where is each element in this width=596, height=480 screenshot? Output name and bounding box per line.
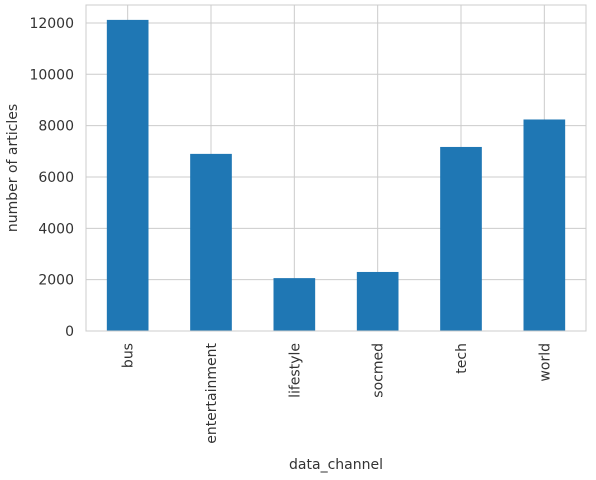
y-tick-label: 6000	[38, 170, 74, 186]
bar-world	[523, 119, 566, 331]
x-tick-label: tech	[454, 343, 470, 374]
y-tick-label: 12000	[29, 16, 74, 32]
x-tick-label: entertainment	[204, 342, 220, 443]
y-tick-labels: 0 2000 4000 6000 8000 10000 12000	[29, 16, 74, 340]
x-tick-label: lifestyle	[287, 343, 303, 398]
x-axis-label: data_channel	[289, 457, 383, 473]
y-tick-label: 0	[65, 324, 74, 340]
x-tick-label: socmed	[371, 343, 387, 398]
y-tick-label: 2000	[38, 273, 74, 289]
bar-entertainment	[190, 153, 232, 331]
plot-frame	[85, 4, 587, 332]
bars	[106, 19, 566, 332]
bar-tech	[440, 146, 482, 331]
y-tick-label: 4000	[38, 221, 74, 237]
x-tick-label: bus	[121, 343, 137, 368]
bar-socmed	[356, 271, 399, 331]
bar-lifestyle	[273, 278, 316, 331]
y-tick-label: 10000	[29, 67, 74, 83]
x-tick-label: world	[537, 343, 553, 382]
y-tick-label: 8000	[38, 119, 74, 135]
bar-bus	[106, 19, 149, 332]
y-axis-label: number of articles	[5, 104, 21, 232]
x-tick-labels: bus entertainment lifestyle socmed tech world	[121, 342, 554, 443]
y-gridlines	[86, 22, 586, 332]
